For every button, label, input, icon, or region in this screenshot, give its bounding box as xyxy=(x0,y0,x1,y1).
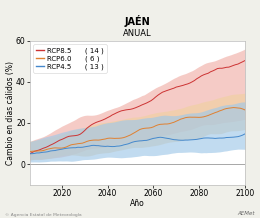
Text: JAÉN: JAÉN xyxy=(125,15,150,27)
Legend: RCP8.5      ( 14 ), RCP6.0      ( 6 ), RCP4.5      ( 13 ): RCP8.5 ( 14 ), RCP6.0 ( 6 ), RCP4.5 ( 13… xyxy=(33,44,107,73)
Text: AEMet: AEMet xyxy=(237,211,255,216)
Text: © Agencia Estatal de Meteorología: © Agencia Estatal de Meteorología xyxy=(5,213,82,217)
Y-axis label: Cambio en dias cálidos (%): Cambio en dias cálidos (%) xyxy=(5,61,15,165)
X-axis label: Año: Año xyxy=(130,199,145,208)
Text: ANUAL: ANUAL xyxy=(123,29,152,38)
